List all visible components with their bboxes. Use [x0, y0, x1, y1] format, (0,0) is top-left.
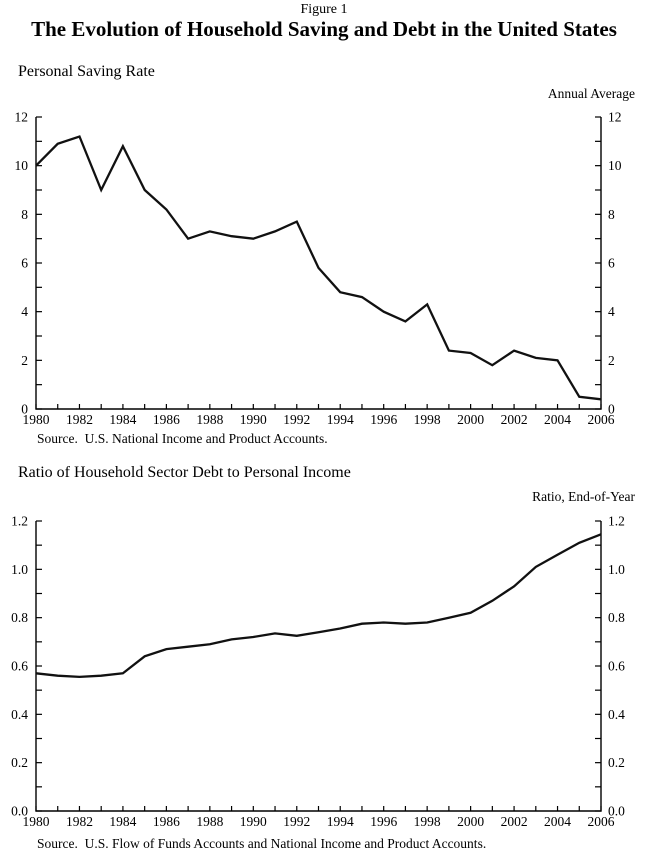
y-axis-tick-label-right: 6 — [608, 256, 615, 271]
x-axis-tick-label: 1988 — [196, 814, 223, 829]
series-line — [35, 533, 602, 679]
y-axis-tick-label-left: 0.6 — [11, 659, 28, 674]
figure-number-label: Figure 1 — [300, 2, 348, 17]
x-axis-tick-label: 1992 — [283, 814, 310, 829]
y-axis-tick-label-left: 12 — [15, 110, 29, 125]
y-axis-tick-label-right: 2 — [608, 353, 615, 368]
x-axis-tick-label: 2002 — [501, 412, 528, 427]
y-axis-tick-label-left: 6 — [21, 256, 28, 271]
x-axis-tick-label: 1984 — [109, 814, 136, 829]
y-axis-tick-label-right: 0.4 — [608, 707, 625, 722]
x-axis-tick-label: 1996 — [370, 814, 397, 829]
x-axis-tick-label: 2002 — [501, 814, 528, 829]
y-axis-tick-label-left: 1.2 — [11, 514, 28, 529]
x-axis-tick-label: 1984 — [109, 412, 136, 427]
y-axis-tick-label-left: 8 — [21, 207, 28, 222]
y-axis-tick-label-left: 0.4 — [11, 707, 28, 722]
y-axis-tick-label-right: 0.2 — [608, 755, 625, 770]
figure-title: The Evolution of Household Saving and De… — [31, 17, 617, 41]
chart2-title: Ratio of Household Sector Debt to Person… — [18, 464, 351, 481]
y-axis-tick-label-left: 10 — [15, 158, 29, 173]
axis-frame — [35, 521, 602, 812]
x-axis-tick-label: 2004 — [544, 814, 571, 829]
x-axis-tick-label: 1980 — [23, 412, 50, 427]
x-axis-tick-label: 1982 — [66, 814, 93, 829]
x-axis-tick-label: 1990 — [240, 814, 267, 829]
y-axis-tick-label-left: 0 — [21, 402, 28, 417]
y-axis-tick-label-right: 0.8 — [608, 610, 625, 625]
x-axis-tick-label: 1992 — [283, 412, 310, 427]
x-axis-tick-label: 1986 — [153, 814, 180, 829]
x-axis-tick-label: 2006 — [588, 814, 615, 829]
x-axis-tick-label: 1982 — [66, 412, 93, 427]
x-axis-tick-label: 1994 — [327, 814, 354, 829]
x-axis-tick-label: 1980 — [23, 814, 50, 829]
x-axis-tick-label: 2006 — [588, 412, 615, 427]
x-axis-tick-label: 1994 — [327, 412, 354, 427]
y-axis-tick-label-right: 4 — [608, 304, 615, 319]
y-axis-tick-label-right: 0.6 — [608, 659, 625, 674]
y-axis-tick-label-left: 4 — [21, 304, 28, 319]
y-axis-tick-label-right: 12 — [608, 110, 622, 125]
y-axis-tick-label-right: 10 — [608, 158, 622, 173]
y-axis-tick-label-left: 2 — [21, 353, 28, 368]
chart1-title: Personal Saving Rate — [18, 63, 155, 80]
debt-ratio-chart: 1980 1982 1984 1986 1988 1990 1992 1994 1996 1998… — [11, 514, 625, 830]
series-line — [35, 135, 602, 401]
x-axis-tick-label: 1996 — [370, 412, 397, 427]
chart2-source: Source. U.S. Flow of Funds Accounts and … — [37, 836, 487, 851]
x-axis-tick-label: 2000 — [457, 412, 484, 427]
chart1-unit-label: Annual Average — [547, 86, 635, 101]
saving-rate-chart: 1980 1982 1984 1986 1988 1990 1992 1994 1996 1998… — [15, 110, 622, 428]
chart2-unit-label: Ratio, End-of-Year — [532, 489, 635, 504]
y-axis-tick-label-right: 0 — [608, 402, 615, 417]
y-axis-tick-label-left: 0.2 — [11, 755, 28, 770]
x-axis-tick-label: 1988 — [196, 412, 223, 427]
x-axis-tick-label: 1986 — [153, 412, 180, 427]
y-axis-tick-label-left: 0.8 — [11, 610, 28, 625]
x-axis-tick-label: 1998 — [414, 412, 441, 427]
y-axis-tick-label-right: 0.0 — [608, 804, 625, 819]
y-axis-tick-label-right: 8 — [608, 207, 615, 222]
x-axis-tick-label: 1998 — [414, 814, 441, 829]
y-axis-tick-label-right: 1.0 — [608, 562, 625, 577]
axis-frame — [35, 117, 602, 410]
y-axis-tick-label-right: 1.2 — [608, 514, 625, 529]
x-axis-tick-label: 2004 — [544, 412, 571, 427]
x-axis-tick-label: 1990 — [240, 412, 267, 427]
x-axis-tick-label: 2000 — [457, 814, 484, 829]
y-axis-tick-label-left: 0.0 — [11, 804, 28, 819]
y-axis-tick-label-left: 1.0 — [11, 562, 28, 577]
chart1-source: Source. U.S. National Income and Product… — [37, 431, 328, 446]
